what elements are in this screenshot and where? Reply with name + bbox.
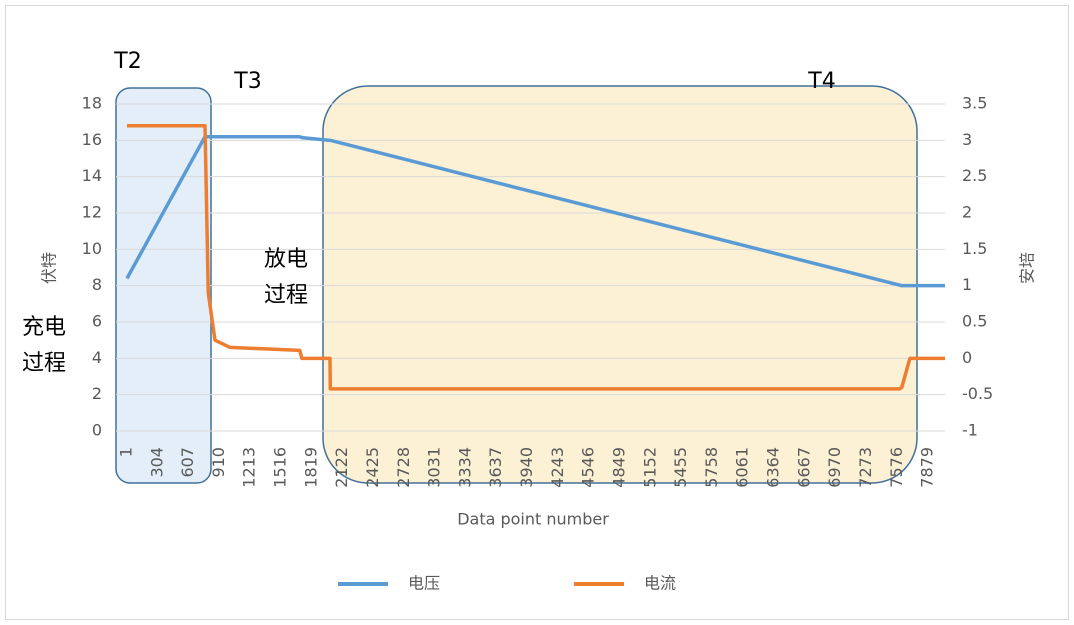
series-line (127, 124, 945, 391)
legend-label: 电流 (644, 574, 676, 593)
t4-region (322, 85, 918, 484)
annotation: 过程 (264, 283, 308, 308)
x-tick-label: 6364 (764, 447, 783, 488)
series-line (125, 134, 945, 288)
y2-tick-label: 2.5 (962, 166, 987, 185)
y-tick-label: 6 (92, 312, 102, 331)
y-axis-title: 伏特 (40, 252, 59, 284)
x-tick-label: 3940 (517, 447, 536, 488)
y-tick-label: 18 (82, 94, 102, 113)
x-tick-label: 1213 (240, 447, 259, 488)
y2-tick-label: 0 (962, 348, 972, 367)
y-tick-label: 12 (82, 203, 102, 222)
y2-tick-label: -0.5 (962, 384, 993, 403)
annotation: T2 (113, 49, 141, 74)
annotation: 放电 (264, 247, 308, 272)
annotation: 充电 (22, 315, 66, 340)
x-tick-label: 2425 (363, 447, 382, 488)
y-tick-label: 8 (92, 275, 102, 294)
x-tick-label: 6970 (825, 447, 844, 488)
y-tick-label: 16 (82, 130, 102, 149)
y2-tick-label: -1 (962, 421, 978, 440)
annotation: T3 (233, 69, 261, 94)
y-tick-label: 2 (92, 384, 102, 403)
y2-tick-label: 3 (962, 130, 972, 149)
x-tick-label: 6667 (794, 447, 813, 488)
x-tick-label: 3031 (425, 447, 444, 488)
x-tick-label: 1516 (271, 447, 290, 488)
x-tick-label: 304 (147, 447, 166, 478)
y-tick-label: 4 (92, 348, 102, 367)
x-tick-label: 4243 (548, 447, 567, 488)
y2-tick-label: 2 (962, 203, 972, 222)
y2-tick-label: 1 (962, 275, 972, 294)
x-tick-label: 1819 (301, 447, 320, 488)
y-tick-label: 10 (82, 239, 102, 258)
x-tick-label: 5455 (671, 447, 690, 488)
x-tick-label: 1 (117, 447, 136, 457)
x-tick-label: 607 (178, 447, 197, 478)
x-tick-label: 7273 (856, 447, 875, 488)
legend-label: 电压 (408, 574, 440, 593)
x-tick-label: 3637 (486, 447, 505, 488)
x-tick-label: 4849 (609, 447, 628, 488)
x-tick-label: 910 (209, 447, 228, 478)
x-axis-title: Data point number (457, 510, 609, 529)
x-tick-label: 5758 (702, 447, 721, 488)
y2-axis-title: 安培 (1018, 252, 1037, 284)
x-tick-label: 4546 (579, 447, 598, 488)
annotation: T4 (807, 69, 835, 94)
y2-tick-label: 0.5 (962, 312, 987, 331)
x-tick-label: 7879 (918, 447, 937, 488)
x-tick-label: 6061 (733, 447, 752, 488)
x-tick-label: 2728 (394, 447, 413, 488)
y-tick-label: 14 (82, 166, 102, 185)
y2-tick-label: 3.5 (962, 94, 987, 113)
x-tick-label: 7576 (887, 447, 906, 488)
y-tick-label: 0 (92, 421, 102, 440)
x-tick-label: 3334 (455, 447, 474, 488)
annotation: 过程 (22, 351, 66, 376)
x-tick-label: 5152 (640, 447, 659, 488)
x-tick-label: 2122 (332, 447, 351, 488)
y2-tick-label: 1.5 (962, 239, 987, 258)
